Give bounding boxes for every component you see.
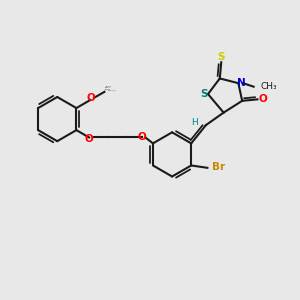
Text: O: O <box>258 94 267 104</box>
Text: S: S <box>201 89 208 99</box>
Text: methoxy_lbl: methoxy_lbl <box>108 89 117 91</box>
Text: H: H <box>191 118 198 127</box>
Text: N: N <box>238 78 246 88</box>
Text: O: O <box>138 133 146 142</box>
Text: methoxy: methoxy <box>104 87 111 88</box>
Text: O: O <box>85 134 94 144</box>
Text: O: O <box>87 94 95 103</box>
Text: CH₃: CH₃ <box>260 82 277 91</box>
Text: Br: Br <box>212 162 225 172</box>
Text: S: S <box>218 52 225 62</box>
Text: methoxy: methoxy <box>106 86 112 87</box>
Text: methoxy: methoxy <box>105 89 111 90</box>
